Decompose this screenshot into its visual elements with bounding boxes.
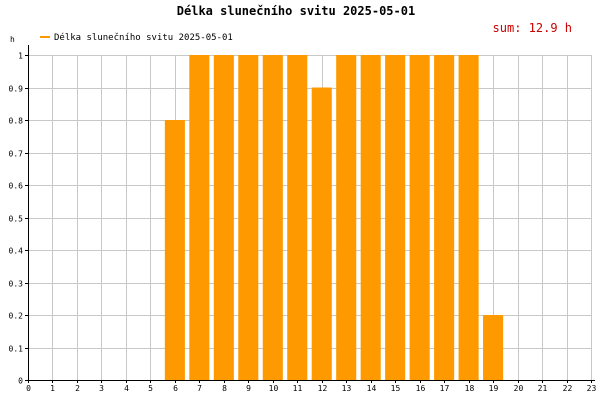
bar-hour-14 xyxy=(360,55,381,380)
x-tick-5: 5 xyxy=(148,384,153,393)
x-tick-23: 23 xyxy=(587,384,597,393)
y-tick-0.4: 0.4 xyxy=(9,247,24,256)
y-tick-0.3: 0.3 xyxy=(9,280,24,289)
bar-hour-18 xyxy=(458,55,479,380)
bar-hour-13 xyxy=(336,55,357,380)
y-axis-unit: h xyxy=(10,35,15,44)
x-tick-16: 16 xyxy=(416,384,426,393)
x-tick-2: 2 xyxy=(75,384,80,393)
y-tick-0.5: 0.5 xyxy=(9,215,24,224)
bar-hour-8 xyxy=(213,55,234,380)
y-tick-labels: 0 0.1 0.2 0.3 0.4 0.5 0.6 0.7 0.8 0.9 1 xyxy=(9,52,24,386)
bar-hour-17 xyxy=(434,55,455,380)
y-tick-1: 1 xyxy=(18,52,23,61)
x-tick-10: 10 xyxy=(269,384,279,393)
x-tick-0: 0 xyxy=(26,384,31,393)
bar-hour-16 xyxy=(409,55,430,380)
x-tick-13: 13 xyxy=(342,384,352,393)
x-tick-7: 7 xyxy=(197,384,202,393)
x-tick-19: 19 xyxy=(489,384,499,393)
x-tick-15: 15 xyxy=(391,384,401,393)
x-tick-6: 6 xyxy=(173,384,178,393)
x-tick-3: 3 xyxy=(99,384,104,393)
y-tick-0.7: 0.7 xyxy=(9,150,24,159)
bars xyxy=(164,55,504,380)
bar-hour-19 xyxy=(483,315,504,380)
x-tick-11: 11 xyxy=(293,384,303,393)
bar-hour-10 xyxy=(262,55,283,380)
y-tick-0: 0 xyxy=(18,377,23,386)
x-tick-1: 1 xyxy=(50,384,55,393)
y-tick-0.2: 0.2 xyxy=(9,312,24,321)
x-tick-21: 21 xyxy=(538,384,548,393)
y-tick-0.9: 0.9 xyxy=(9,85,24,94)
axes xyxy=(25,45,595,383)
grid-lines xyxy=(28,55,592,381)
bar-hour-11 xyxy=(287,55,308,380)
x-tick-9: 9 xyxy=(246,384,251,393)
bar-hour-7 xyxy=(189,55,210,380)
x-tick-8: 8 xyxy=(222,384,227,393)
y-tick-0.1: 0.1 xyxy=(9,345,24,354)
sum-label: sum: 12.9 h xyxy=(493,21,572,35)
x-tick-4: 4 xyxy=(124,384,129,393)
y-tick-0.8: 0.8 xyxy=(9,117,24,126)
x-tick-labels: 0 1 2 3 4 5 6 7 8 9 10 11 12 13 14 15 16 17 18 19 20 21 22 23 xyxy=(26,384,596,393)
y-tick-0.6: 0.6 xyxy=(9,182,24,191)
bar-hour-6 xyxy=(164,120,185,380)
x-tick-22: 22 xyxy=(563,384,573,393)
x-tick-20: 20 xyxy=(514,384,524,393)
bar-hour-15 xyxy=(385,55,406,380)
x-tick-17: 17 xyxy=(440,384,450,393)
x-tick-18: 18 xyxy=(465,384,475,393)
bar-hour-9 xyxy=(238,55,259,380)
legend-label: Délka slunečního svitu 2025-05-01 xyxy=(54,32,233,43)
bar-hour-12 xyxy=(311,87,332,380)
x-tick-12: 12 xyxy=(318,384,328,393)
x-tick-14: 14 xyxy=(367,384,377,393)
chart-title: Délka slunečního svitu 2025-05-01 xyxy=(177,4,415,18)
